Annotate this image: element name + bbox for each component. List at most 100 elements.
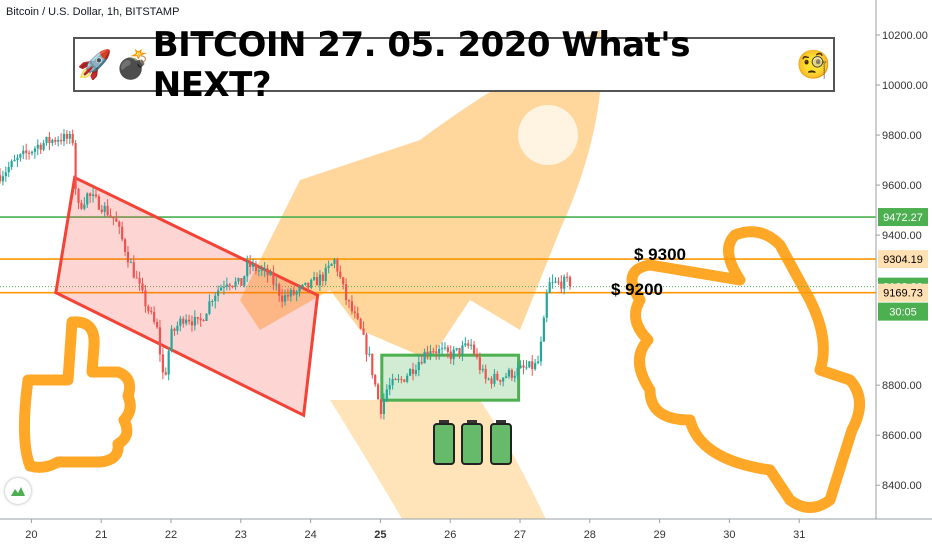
candle-body (161, 354, 164, 373)
candle-body (408, 369, 412, 376)
candle-body (42, 143, 45, 150)
candle-body (304, 282, 307, 285)
candle-body (27, 152, 31, 154)
countdown-tag: 30:05 (889, 307, 917, 319)
candle-body (225, 284, 228, 287)
candle-body (435, 351, 438, 354)
candle-body (507, 369, 511, 377)
candle-body (97, 196, 100, 210)
candle-body (231, 285, 234, 287)
price-axis-label: 9800.00 (882, 130, 922, 142)
candle-body (16, 157, 19, 160)
candle-body (333, 259, 336, 264)
candle-body (176, 325, 179, 331)
candle-body (13, 159, 16, 162)
candle-body (496, 373, 499, 380)
candle-body (339, 271, 342, 278)
candle-body (30, 151, 34, 154)
time-axis-label: 25 (374, 529, 386, 541)
candle-body (429, 351, 432, 354)
candle-body (240, 278, 243, 286)
candle-body (118, 221, 121, 227)
candle-body (388, 385, 391, 390)
candle-body (173, 328, 176, 331)
candle-body (48, 137, 51, 144)
candle-body (83, 204, 86, 209)
price-axis-label: 9400.00 (882, 230, 922, 242)
candle-body (135, 277, 138, 279)
rocket-artwork-icon (240, 30, 602, 360)
candle-body (516, 367, 519, 376)
candle-body (400, 378, 403, 380)
candle-body (301, 284, 304, 288)
time-axis-label: 30 (723, 529, 735, 541)
candle-body (266, 268, 269, 276)
candle-body (263, 268, 266, 270)
candle-body (57, 140, 60, 142)
price-axis-label: 8600.00 (882, 430, 922, 442)
candle-body (554, 281, 557, 283)
candle-body (126, 251, 130, 263)
candle-body (438, 348, 441, 354)
candle-body (379, 399, 383, 415)
price-annotation-9200: $ 9200 (611, 280, 663, 299)
candle-body (91, 194, 95, 197)
candle-body (36, 144, 39, 149)
candle-body (202, 320, 205, 322)
thumbs-up-icon (18, 316, 136, 473)
candle-body (522, 365, 525, 368)
candle-body (170, 328, 173, 352)
candle-body (33, 148, 37, 152)
time-axis-label: 28 (584, 529, 596, 541)
candle-body (423, 351, 426, 364)
candle-body (1, 176, 5, 182)
candle-body (368, 353, 371, 355)
candle-body (307, 282, 310, 288)
candle-body (470, 344, 473, 346)
tradingview-logo-icon[interactable] (5, 478, 31, 504)
candle-body (310, 279, 313, 288)
battery-icon (433, 423, 455, 465)
candle-body (542, 317, 545, 342)
candle-body (164, 372, 167, 375)
candle-body (10, 161, 13, 168)
candle-body (129, 262, 132, 264)
candles (0, 129, 572, 420)
candle-body (89, 193, 92, 197)
price-tag-9304: 9304.19 (883, 254, 923, 266)
candle-body (249, 261, 252, 268)
candle-body (452, 349, 455, 360)
candle-body (211, 300, 214, 302)
candle-body (330, 263, 333, 266)
candle-body (472, 344, 476, 354)
candle-body (121, 226, 124, 240)
candle-body (153, 311, 156, 322)
candle-body (182, 318, 185, 324)
candle-body (155, 321, 159, 328)
candle-body (475, 353, 479, 358)
candle-body (539, 341, 543, 362)
candle-body (275, 284, 278, 286)
candle-body (51, 139, 54, 144)
candle-body (19, 154, 22, 158)
candle-body (234, 281, 237, 287)
candle-body (446, 347, 449, 352)
candle-body (4, 172, 7, 177)
countdown-tag-bg (878, 302, 928, 321)
candle-body (440, 348, 444, 350)
candle-body (115, 218, 118, 222)
candle-body (484, 368, 487, 379)
time-axis-label: 31 (793, 529, 805, 541)
monocle-face-icon: 🧐 (796, 49, 831, 80)
bomb-icon: 💣 (115, 49, 151, 80)
candle-body (205, 313, 208, 321)
candle-body (458, 348, 461, 355)
candle-body (321, 274, 324, 282)
time-axis-label: 22 (165, 529, 177, 541)
candle-body (336, 259, 339, 272)
candle-body (272, 272, 275, 285)
candle-body (461, 345, 464, 355)
candle-body (74, 143, 77, 189)
rocket-window-icon (518, 105, 578, 165)
